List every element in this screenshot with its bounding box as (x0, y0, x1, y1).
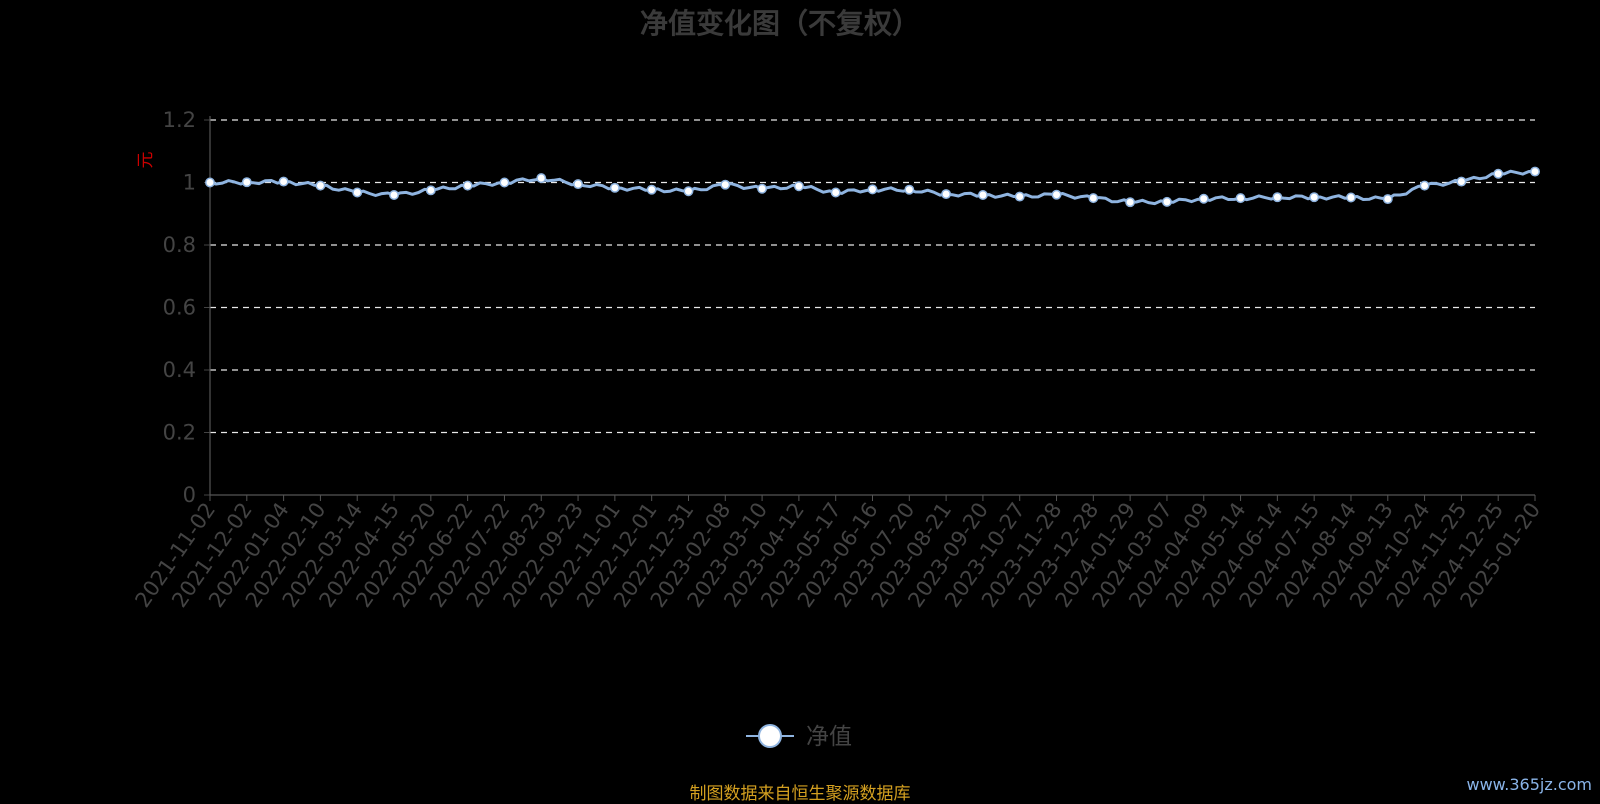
y-tick-label: 0.6 (163, 296, 196, 320)
data-point[interactable] (1309, 192, 1320, 203)
y-axis-unit-label: 元 (136, 152, 156, 169)
y-axis: 0 0.2 0.4 0.6 0.8 1 1.2 (163, 108, 211, 507)
y-tick-label: 0 (183, 483, 196, 507)
y-tick-label: 1.2 (163, 108, 196, 132)
legend-marker-icon (758, 724, 782, 748)
data-point[interactable] (536, 173, 547, 184)
data-point[interactable] (609, 182, 620, 193)
data-point[interactable] (904, 184, 915, 195)
y-tick-label: 1 (183, 171, 196, 195)
data-point[interactable] (1198, 193, 1209, 204)
series-nav (205, 166, 1540, 208)
data-point[interactable] (241, 177, 252, 188)
data-point[interactable] (315, 180, 326, 191)
data-point[interactable] (205, 177, 215, 188)
y-tick-label: 0.4 (163, 358, 196, 382)
data-point[interactable] (389, 190, 399, 200)
data-point[interactable] (941, 189, 952, 200)
data-point[interactable] (573, 179, 584, 190)
data-point[interactable] (1161, 196, 1172, 207)
data-point[interactable] (720, 179, 731, 190)
data-point[interactable] (793, 181, 804, 192)
watermark: www.365jz.com (1466, 775, 1592, 794)
data-point[interactable] (757, 183, 768, 194)
y-tick-label: 0.2 (163, 421, 196, 445)
data-point[interactable] (278, 176, 289, 187)
data-point[interactable] (1382, 194, 1393, 205)
data-point[interactable] (1272, 192, 1283, 203)
data-point[interactable] (1419, 180, 1430, 191)
grid-lines (210, 119, 1535, 434)
data-point[interactable] (1125, 197, 1136, 208)
data-point[interactable] (867, 184, 878, 195)
data-point[interactable] (683, 186, 694, 197)
legend-label-nav: 净值 (806, 724, 852, 750)
data-point[interactable] (1493, 168, 1504, 179)
legend[interactable]: 净值 (746, 724, 852, 750)
data-point[interactable] (646, 184, 657, 195)
x-axis: 2021-11-022021-12-022022-01-042022-02-10… (130, 494, 1545, 612)
data-point[interactable] (1014, 191, 1025, 202)
data-point[interactable] (1346, 192, 1356, 203)
data-point[interactable] (462, 180, 473, 191)
data-point[interactable] (425, 185, 436, 196)
data-point[interactable] (830, 187, 841, 198)
data-point[interactable] (1456, 176, 1467, 187)
data-point[interactable] (1051, 189, 1062, 200)
data-point[interactable] (499, 177, 510, 188)
data-point[interactable] (1235, 193, 1246, 204)
data-point[interactable] (1530, 166, 1540, 177)
data-point[interactable] (977, 190, 988, 200)
data-point[interactable] (352, 187, 363, 198)
data-point[interactable] (1088, 193, 1099, 204)
chart-title: 净值变化图（不复权） (640, 7, 920, 40)
data-source-footer: 制图数据来自恒生聚源数据库 (689, 784, 911, 804)
y-tick-label: 0.8 (163, 233, 196, 257)
